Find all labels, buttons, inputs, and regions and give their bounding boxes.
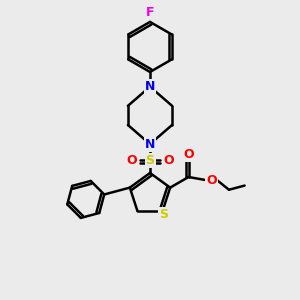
Text: O: O [206,174,217,187]
Text: N: N [145,138,155,151]
Text: O: O [126,154,137,167]
Text: O: O [183,148,194,161]
Text: O: O [163,154,174,167]
Text: N: N [145,80,155,93]
Text: F: F [146,6,154,19]
Text: S: S [159,208,168,221]
Text: S: S [146,154,154,167]
